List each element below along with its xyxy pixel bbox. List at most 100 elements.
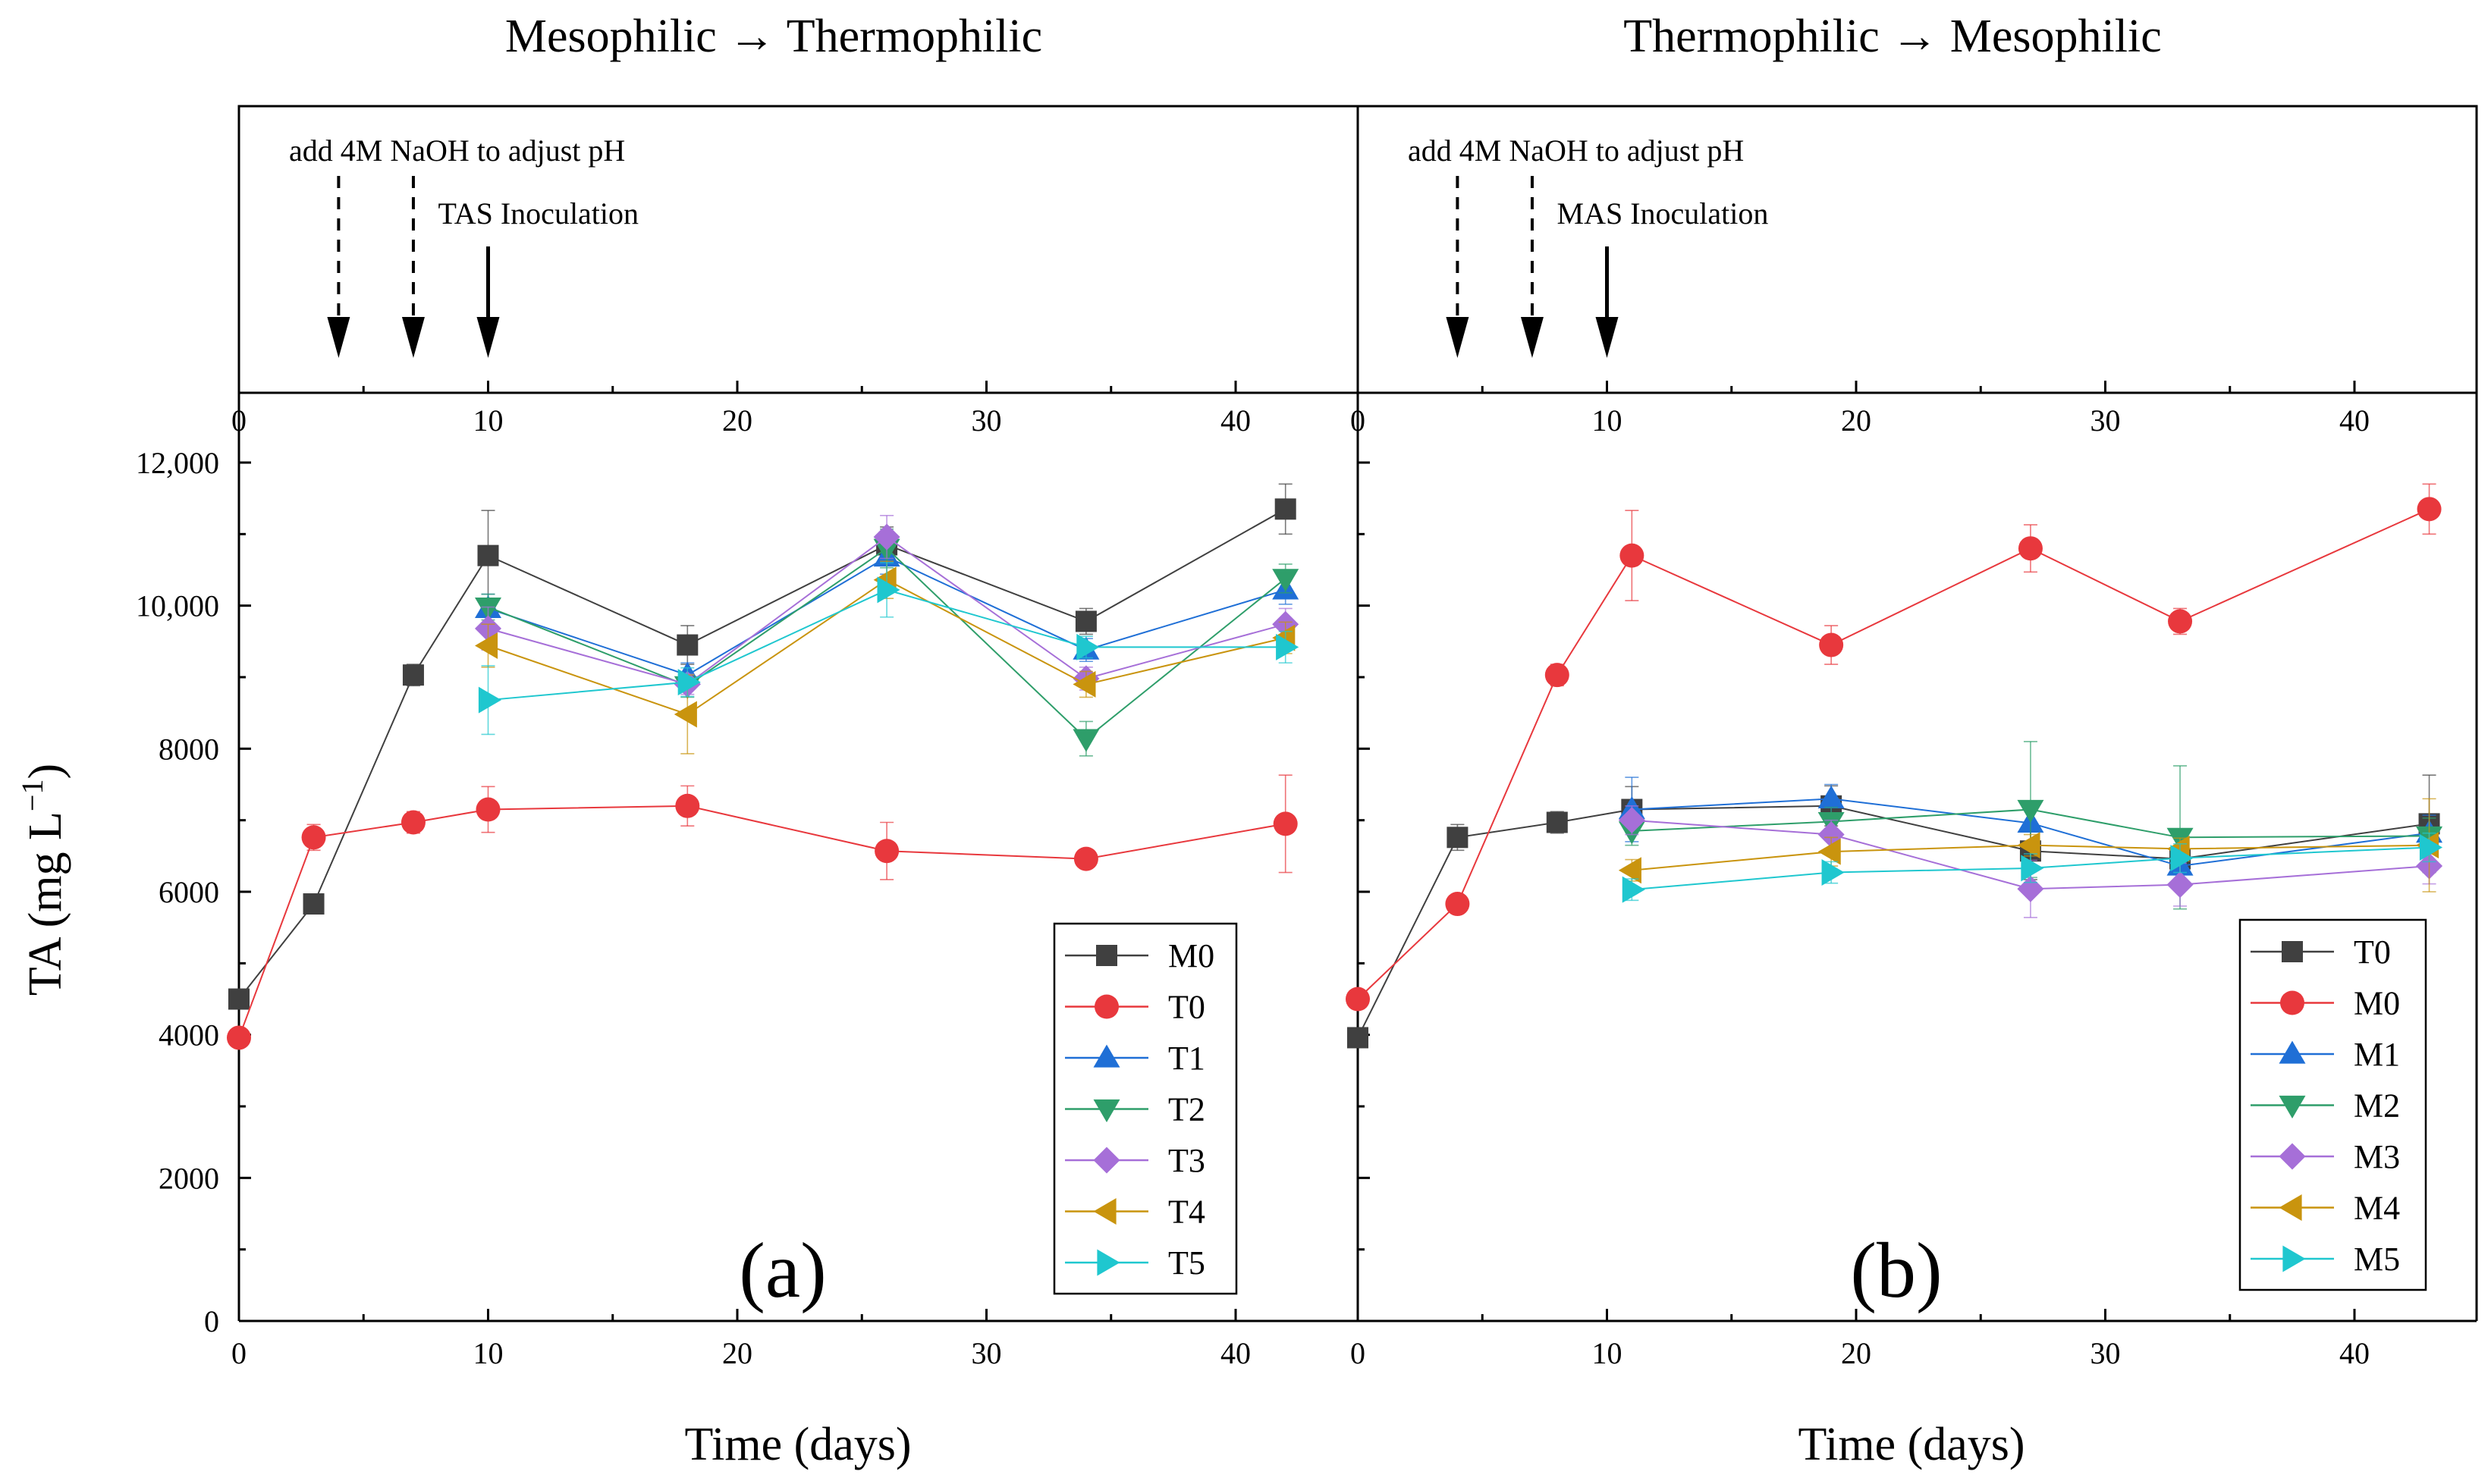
annotation-frame	[1356, 105, 2478, 394]
x-tick-label-top: 20	[722, 403, 752, 438]
inoculation-arrow-head	[1595, 317, 1619, 358]
x-tick-label-top: 10	[1592, 403, 1622, 438]
data-point-T5	[1076, 633, 1100, 660]
x-tick-label-top: 40	[1220, 403, 1251, 438]
x-axis-label-right: Time (days)	[1798, 1419, 2025, 1470]
data-point-M0	[2417, 497, 2442, 522]
legend-marker-T5	[1097, 1249, 1120, 1276]
series-line-T0	[238, 805, 1286, 1038]
legend-label: M4	[2354, 1190, 2400, 1227]
y-tick-label: 6000	[159, 875, 219, 909]
inoculation-arrow-head	[476, 317, 500, 358]
x-tick-label-top: 10	[473, 403, 504, 438]
data-point-M5	[1821, 859, 1845, 886]
x-tick-label: 0	[1350, 1336, 1365, 1370]
y-tick-label: 10,000	[136, 589, 219, 623]
x-tick-label-top: 0	[231, 403, 247, 438]
data-point-T0	[227, 1025, 251, 1050]
x-tick-label-top: 30	[972, 403, 1002, 438]
x-tick-label-top: 20	[1841, 403, 1871, 438]
legend-marker-M5	[2282, 1245, 2306, 1272]
legend-label: T1	[1168, 1040, 1205, 1077]
data-point-M0	[1819, 632, 1844, 657]
y-axis-label-sup: −1	[15, 780, 49, 812]
naoh-arrow-head	[1446, 317, 1469, 358]
series-line-T0	[1357, 805, 2430, 1038]
x-tick-label-top: 40	[2339, 403, 2370, 438]
y-tick-label: 8000	[159, 732, 219, 766]
series-T5	[478, 562, 1299, 736]
legend-label: T4	[1168, 1194, 1205, 1231]
panel-a: 0010102020303040400200040006000800010,00…	[136, 105, 1359, 1370]
data-point-M0	[677, 634, 699, 656]
x-tick-label-top: 0	[1350, 403, 1365, 438]
data-point-M5	[2021, 855, 2044, 882]
series-M0	[1346, 483, 2442, 1012]
legend-label: T2	[1168, 1091, 1205, 1128]
data-point-T4	[1073, 670, 1096, 698]
series-M5	[1622, 832, 2443, 903]
y-tick-label: 2000	[159, 1161, 219, 1195]
naoh-arrow-head	[1520, 317, 1544, 358]
data-point-M3	[1618, 807, 1645, 834]
data-point-M4	[2017, 832, 2040, 859]
legend-marker-T4	[1093, 1198, 1117, 1225]
legend-marker-T0	[2282, 941, 2303, 962]
naoh-annotation: add 4M NaOH to adjust pH	[1408, 133, 1744, 168]
inoculation-annotation: MAS Inoculation	[1557, 196, 1769, 231]
panel-label: (a)	[739, 1227, 826, 1314]
data-point-T4	[674, 701, 697, 728]
data-point-M0	[1619, 543, 1644, 568]
data-point-T5	[478, 686, 501, 714]
y-axis-label: TA (mg L−1)	[15, 764, 71, 996]
data-point-M0	[303, 893, 325, 915]
x-tick-label: 30	[2090, 1336, 2121, 1370]
data-point-T0	[675, 793, 700, 818]
x-tick-label: 40	[2339, 1336, 2370, 1370]
data-point-M0	[402, 664, 424, 686]
data-point-T0	[1447, 827, 1469, 849]
data-point-T5	[1276, 633, 1299, 660]
x-tick-label: 10	[1592, 1336, 1622, 1370]
data-point-T0	[1546, 811, 1568, 833]
panel-b: 0 0 10 10 20 20 30 30 40 40 add 4M NaOH to adjust …	[1346, 105, 2478, 1370]
data-point-T0	[1273, 811, 1298, 836]
y-tick-label: 12,000	[136, 446, 219, 480]
legend: T0 M0 M1 M2 M3 M4 M5	[2238, 918, 2427, 1291]
x-tick-label: 30	[972, 1336, 1002, 1370]
x-tick-label: 20	[1841, 1336, 1871, 1370]
left-panel-title: Mesophilic → Thermophilic	[505, 11, 1042, 62]
legend-marker-T1	[1093, 1044, 1120, 1068]
legend-marker-M0	[1096, 945, 1117, 966]
data-point-M0	[228, 988, 250, 1010]
data-point-M5	[2419, 834, 2443, 861]
data-point-T0	[1347, 1027, 1368, 1049]
y-axis-label-close: )	[20, 764, 71, 780]
legend: M0 T0 T1 T2 T3 T4 T5	[1053, 922, 1238, 1295]
legend-marker-T3	[1093, 1147, 1120, 1174]
data-point-T0	[476, 797, 501, 822]
legend-label: M3	[2354, 1138, 2400, 1175]
naoh-arrow-head	[401, 317, 425, 358]
data-point-M5	[2170, 845, 2194, 872]
legend-label: T5	[1168, 1244, 1205, 1282]
x-tick-label: 0	[231, 1336, 247, 1370]
legend-marker-T0	[1095, 994, 1119, 1019]
legend-marker-M4	[2279, 1194, 2302, 1221]
data-point-T4	[475, 632, 498, 659]
data-point-T0	[301, 825, 326, 850]
data-point-M0	[477, 544, 499, 566]
x-tick-label: 40	[1220, 1336, 1251, 1370]
data-point-T0	[401, 810, 426, 835]
legend-marker-M2	[2279, 1095, 2306, 1118]
data-point-T3	[873, 523, 900, 551]
x-tick-label: 10	[473, 1336, 504, 1370]
x-tick-label: 20	[722, 1336, 752, 1370]
y-tick-label: 4000	[159, 1018, 219, 1053]
data-point-M1	[1817, 785, 1845, 808]
data-point-M0	[1544, 663, 1569, 688]
panel-label: (b)	[1850, 1227, 1942, 1314]
data-point-M3	[2166, 871, 2194, 899]
series-line-M0	[238, 508, 1286, 1000]
